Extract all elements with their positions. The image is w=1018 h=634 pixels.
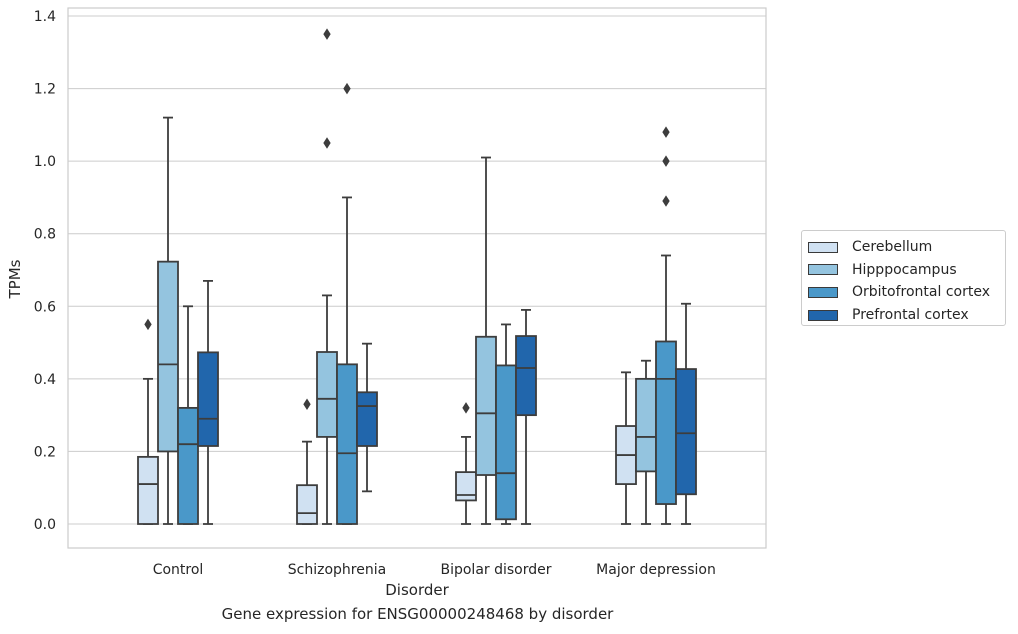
box-body — [336, 363, 358, 525]
box-body — [475, 335, 497, 476]
y-tick-label: 0.2 — [34, 444, 56, 460]
box-body — [296, 484, 318, 525]
legend-label-prefrontal-cortex: Prefrontal cortex — [852, 307, 969, 324]
box-hipppocampus — [316, 28, 338, 525]
box-hipppocampus — [635, 359, 657, 525]
outlier-point — [303, 398, 311, 410]
box-body — [137, 455, 159, 525]
legend: Cerebellum Hipppocampus Orbitofrontal co… — [801, 230, 1006, 326]
box-body — [197, 351, 219, 447]
legend-swatch-hippocampus — [808, 264, 838, 276]
box-orbitofrontal-cortex — [336, 82, 358, 525]
box-cerebellum — [615, 371, 637, 525]
y-tick-label: 0.8 — [34, 227, 56, 243]
box-prefrontal-cortex — [197, 279, 219, 525]
legend-swatch-prefrontal-cortex — [808, 309, 838, 321]
box-body — [675, 368, 697, 496]
box-cerebellum — [137, 318, 159, 525]
box-orbitofrontal-cortex — [177, 305, 199, 525]
legend-label-hippocampus: Hipppocampus — [852, 261, 957, 278]
box-body — [495, 364, 517, 521]
box-prefrontal-cortex — [515, 309, 537, 525]
y-tick-label: 0.6 — [34, 299, 56, 315]
outlier-point — [462, 402, 470, 414]
box-cerebellum — [296, 398, 318, 525]
box-cerebellum — [455, 402, 477, 525]
legend-item-prefrontal-cortex: Prefrontal cortex — [808, 304, 1005, 327]
legend-item-cerebellum: Cerebellum — [808, 236, 1005, 259]
plot-frame — [67, 7, 767, 549]
x-tick-label: Major depression — [596, 562, 716, 578]
chart-caption: Gene expression for ENSG00000248468 by d… — [221, 605, 614, 623]
box-hipppocampus — [475, 156, 497, 525]
legend-label-orbitofrontal-cortex: Orbitofrontal cortex — [852, 284, 990, 301]
box-body — [455, 471, 477, 502]
y-tick-label: 1.0 — [34, 154, 56, 170]
box-body — [515, 335, 537, 417]
box-body — [655, 340, 677, 505]
axes: 0.0 0.2 0.4 0.6 0.8 1.0 1.2 1.4 Control Schizophr… — [34, 7, 767, 578]
outlier-point — [323, 137, 331, 149]
box-body — [177, 406, 199, 525]
plot-marks — [137, 28, 697, 525]
y-tick-label: 0.0 — [34, 517, 56, 533]
box-body — [316, 351, 338, 438]
outlier-point — [662, 126, 670, 138]
y-tick-label: 0.4 — [34, 372, 56, 388]
legend-label-cerebellum: Cerebellum — [852, 239, 933, 256]
legend-item-orbitofrontal-cortex: Orbitofrontal cortex — [808, 281, 1005, 304]
outlier-point — [343, 82, 351, 95]
y-axis-label: TPMs — [6, 259, 24, 299]
x-tick-label: Schizophrenia — [288, 562, 386, 578]
outlier-point — [662, 155, 670, 167]
box-body — [356, 391, 378, 447]
box-hipppocampus — [157, 116, 179, 525]
box-orbitofrontal-cortex — [495, 323, 517, 525]
x-axis-label: Disorder — [385, 581, 449, 599]
x-tick-label: Control — [153, 562, 204, 578]
box-prefrontal-cortex — [675, 302, 697, 525]
box-prefrontal-cortex — [356, 342, 378, 493]
y-tick-label: 1.2 — [34, 82, 56, 98]
outlier-point — [323, 28, 331, 40]
box-orbitofrontal-cortex — [655, 126, 677, 525]
outlier-point — [144, 318, 152, 331]
legend-swatch-cerebellum — [808, 241, 838, 253]
box-body — [157, 260, 179, 453]
x-tick-label: Bipolar disorder — [440, 562, 551, 578]
outlier-point — [662, 195, 670, 207]
legend-swatch-orbitofrontal-cortex — [808, 286, 838, 298]
y-tick-label: 1.4 — [34, 9, 56, 25]
legend-item-hippocampus: Hipppocampus — [808, 259, 1005, 282]
box-body — [635, 377, 657, 473]
